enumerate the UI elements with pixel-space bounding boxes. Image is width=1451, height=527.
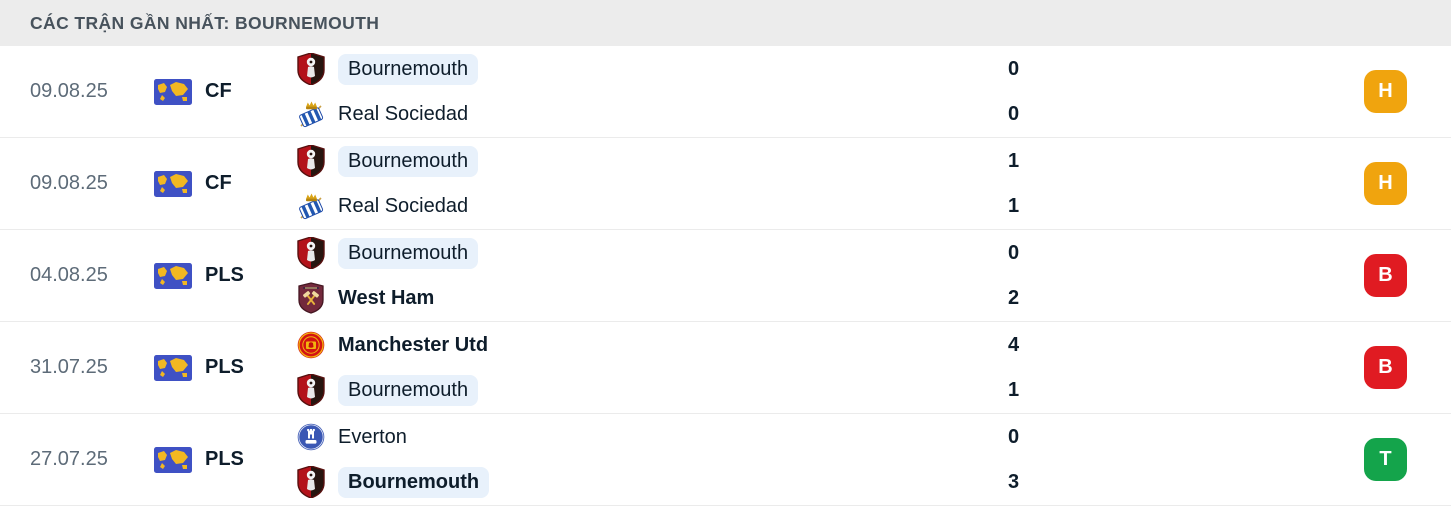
widget-title: CÁC TRẬN GẦN NHẤT: BOURNEMOUTH (30, 12, 380, 33)
competition: PLS (154, 263, 297, 289)
home-team-line: Manchester Utd 4 (297, 323, 1364, 368)
away-team-line: Bournemouth 3 (297, 460, 1364, 505)
real-sociedad-logo-icon (297, 97, 325, 131)
home-team-line: Bournemouth 0 (297, 231, 1364, 276)
team-score: 1 (1008, 149, 1020, 172)
bournemouth-logo-icon (297, 236, 325, 270)
team-score: 1 (1008, 378, 1020, 401)
result-badge: T (1364, 438, 1407, 481)
international-flag-icon (154, 171, 192, 197)
west-ham-logo-icon (297, 281, 325, 315)
team-name: Bournemouth (338, 466, 490, 498)
team-name: Bournemouth (338, 237, 479, 269)
international-flag-icon (154, 447, 192, 473)
international-flag-icon (154, 79, 192, 105)
international-flag-icon (154, 355, 192, 381)
away-team-line: Bournemouth 1 (297, 368, 1364, 413)
match-row[interactable]: 04.08.25 PLS Bournemouth 0 West Ham 2 B (0, 230, 1451, 322)
teams-block: Bournemouth 0 West Ham 2 (297, 231, 1364, 321)
real-sociedad-logo-icon (297, 189, 325, 223)
match-row[interactable]: 09.08.25 CF Bournemouth 1 Real Sociedad … (0, 138, 1451, 230)
team-name: Manchester Utd (338, 333, 489, 356)
competition-label: PLS (205, 356, 244, 378)
teams-block: Everton 0 Bournemouth 3 (297, 415, 1364, 505)
teams-block: Manchester Utd 4 Bournemouth 1 (297, 323, 1364, 413)
team-name: Real Sociedad (338, 194, 469, 217)
manchester-utd-logo-icon (297, 328, 325, 362)
team-score: 2 (1008, 286, 1020, 309)
match-date: 09.08.25 (30, 80, 108, 102)
home-team-line: Bournemouth 1 (297, 139, 1364, 184)
away-team-line: Real Sociedad 0 (297, 92, 1364, 137)
competition-label: PLS (205, 448, 244, 470)
international-flag-icon (154, 263, 192, 289)
result-badge: B (1364, 254, 1407, 297)
result-badge: B (1364, 346, 1407, 389)
match-date: 04.08.25 (30, 264, 108, 286)
bournemouth-logo-icon (297, 465, 325, 499)
competition: PLS (154, 355, 297, 381)
team-score: 3 (1008, 470, 1020, 493)
bournemouth-logo-icon (297, 52, 325, 86)
match-date: 31.07.25 (30, 356, 108, 378)
teams-block: Bournemouth 0 Real Sociedad 0 (297, 47, 1364, 137)
result-badge: H (1364, 70, 1407, 113)
team-name: Bournemouth (338, 145, 479, 177)
team-score: 1 (1008, 194, 1020, 217)
competition-label: PLS (205, 264, 244, 286)
bournemouth-logo-icon (297, 144, 325, 178)
result-badge: H (1364, 162, 1407, 205)
away-team-line: Real Sociedad 1 (297, 184, 1364, 229)
competition-label: CF (205, 172, 232, 194)
team-name: West Ham (338, 286, 435, 309)
match-date: 27.07.25 (30, 448, 108, 470)
home-team-line: Everton 0 (297, 415, 1364, 460)
team-score: 0 (1008, 425, 1020, 448)
bournemouth-logo-icon (297, 373, 325, 407)
competition: PLS (154, 447, 297, 473)
competition-label: CF (205, 80, 232, 102)
team-name: Bournemouth (338, 374, 479, 406)
team-score: 0 (1008, 241, 1020, 264)
competition: CF (154, 171, 297, 197)
team-score: 0 (1008, 102, 1020, 125)
team-name: Real Sociedad (338, 102, 469, 125)
competition: CF (154, 79, 297, 105)
match-row[interactable]: 31.07.25 PLS Manchester Utd 4 Bournemout… (0, 322, 1451, 414)
team-name: Everton (338, 425, 407, 448)
everton-logo-icon (297, 420, 325, 454)
away-team-line: West Ham 2 (297, 276, 1364, 321)
match-row[interactable]: 27.07.25 PLS Everton 0 Bournemouth 3 T (0, 414, 1451, 506)
team-name: Bournemouth (338, 53, 479, 85)
match-date: 09.08.25 (30, 172, 108, 194)
team-score: 0 (1008, 57, 1020, 80)
match-row[interactable]: 09.08.25 CF Bournemouth 0 Real Sociedad … (0, 46, 1451, 138)
team-score: 4 (1008, 333, 1020, 356)
teams-block: Bournemouth 1 Real Sociedad 1 (297, 139, 1364, 229)
widget-header: CÁC TRẬN GẦN NHẤT: BOURNEMOUTH (0, 0, 1451, 46)
home-team-line: Bournemouth 0 (297, 47, 1364, 92)
